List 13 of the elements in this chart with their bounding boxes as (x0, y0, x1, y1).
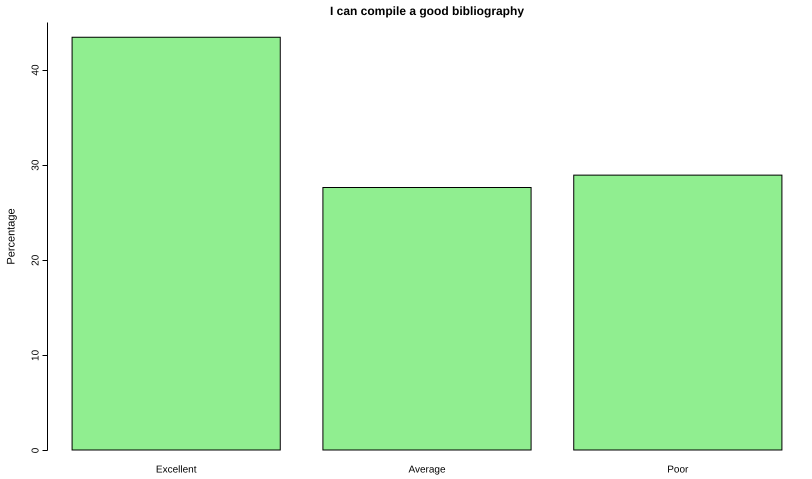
y-tick-label: 30 (30, 159, 42, 171)
y-tick-label: 40 (30, 64, 42, 76)
y-tick-label: 20 (30, 254, 42, 266)
y-tick-label: 10 (30, 349, 42, 361)
x-tick-label: Excellent (156, 464, 197, 476)
chart-title: I can compile a good bibliography (330, 4, 524, 18)
y-axis-title: Percentage (6, 208, 18, 265)
y-tick-label: 0 (30, 447, 42, 454)
bar (322, 186, 532, 450)
bar (573, 174, 782, 450)
x-tick-label: Poor (667, 464, 690, 476)
x-tick-label: Average (408, 464, 446, 476)
bar (72, 36, 281, 450)
